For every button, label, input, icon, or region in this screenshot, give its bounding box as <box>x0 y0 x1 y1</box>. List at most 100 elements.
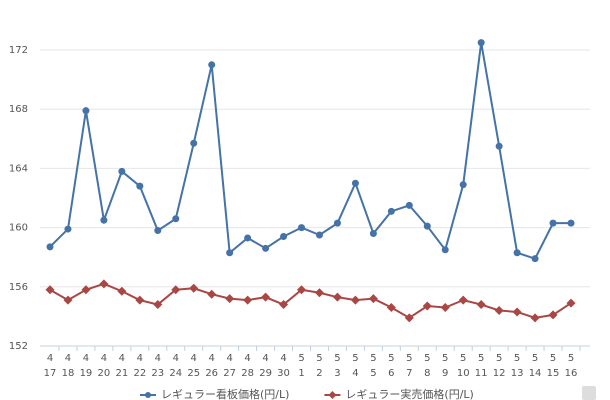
x-tick-label: 4 <box>101 353 107 364</box>
y-tick-label: 172 <box>9 45 28 56</box>
x-tick-label: 5 <box>550 353 556 364</box>
point <box>332 292 342 302</box>
x-tick-label: 4 <box>47 353 53 364</box>
x-tick-label: 28 <box>241 368 254 379</box>
point <box>368 294 378 304</box>
point <box>153 300 163 310</box>
point <box>422 301 432 311</box>
x-tick-label: 5 <box>460 353 466 364</box>
point <box>369 230 377 238</box>
x-tick-label: 8 <box>424 368 430 379</box>
x-tick-label: 21 <box>115 368 128 379</box>
x-tick-label: 15 <box>547 368 560 379</box>
point <box>351 179 359 187</box>
point <box>333 219 341 227</box>
point <box>512 307 522 317</box>
x-tick-label: 25 <box>187 368 200 379</box>
x-tick-label: 4 <box>83 353 89 364</box>
point <box>328 391 337 399</box>
point <box>404 313 414 323</box>
x-tick-label: 5 <box>316 353 322 364</box>
point <box>280 232 288 240</box>
corner-icon <box>582 386 596 400</box>
x-tick-label: 5 <box>568 353 574 364</box>
point <box>172 215 180 223</box>
x-tick-label: 5 <box>442 353 448 364</box>
point <box>64 225 72 233</box>
point <box>513 249 521 257</box>
x-tick-label: 5 <box>352 353 358 364</box>
x-tick-label: 9 <box>442 368 448 379</box>
x-tick-label: 4 <box>262 353 268 364</box>
point <box>100 216 108 224</box>
y-tick-label: 156 <box>9 282 28 293</box>
y-tick-label: 168 <box>9 104 28 115</box>
point <box>530 313 540 323</box>
point <box>207 289 217 299</box>
x-tick-label: 4 <box>226 353 232 364</box>
x-tick-label: 4 <box>280 353 286 364</box>
x-tick-label: 27 <box>223 368 236 379</box>
point <box>45 285 55 295</box>
point <box>315 231 323 239</box>
x-tick-label: 4 <box>173 353 179 364</box>
x-tick-label: 5 <box>370 353 376 364</box>
x-tick-label: 14 <box>529 368 542 379</box>
point <box>477 39 485 47</box>
y-tick-label: 152 <box>9 341 28 352</box>
point <box>99 279 109 289</box>
x-tick-label: 4 <box>352 368 358 379</box>
x-tick-label: 5 <box>388 353 394 364</box>
point <box>476 300 486 310</box>
x-tick-label: 19 <box>80 368 93 379</box>
x-tick-label: 23 <box>151 368 164 379</box>
point <box>495 142 503 150</box>
x-tick-label: 4 <box>244 353 250 364</box>
point <box>423 222 431 230</box>
point <box>46 243 54 251</box>
x-tick-label: 5 <box>406 353 412 364</box>
point <box>386 303 396 313</box>
point <box>566 298 576 308</box>
point <box>531 255 539 263</box>
point <box>135 295 145 305</box>
x-tick-label: 5 <box>514 353 520 364</box>
x-tick-label: 5 <box>298 353 304 364</box>
x-tick-label: 1 <box>298 368 304 379</box>
point <box>387 207 395 215</box>
x-tick-label: 6 <box>388 368 394 379</box>
x-tick-label: 4 <box>209 353 215 364</box>
x-tick-label: 2 <box>316 368 322 379</box>
point <box>350 295 360 305</box>
x-tick-label: 10 <box>457 368 470 379</box>
point <box>567 219 575 227</box>
point <box>244 234 252 242</box>
point <box>458 295 468 305</box>
point <box>441 246 449 254</box>
point <box>118 167 126 175</box>
point <box>225 294 235 304</box>
x-tick-label: 3 <box>334 368 340 379</box>
y-tick-label: 160 <box>9 223 28 234</box>
point <box>117 286 127 296</box>
x-tick-label: 4 <box>65 353 71 364</box>
x-tick-label: 30 <box>277 368 290 379</box>
x-tick-label: 22 <box>133 368 146 379</box>
x-tick-label: 4 <box>119 353 125 364</box>
point <box>243 295 253 305</box>
line <box>49 42 571 260</box>
legend-label: レギュラー看板価格(円/L) <box>161 387 289 400</box>
x-tick-label: 12 <box>493 368 506 379</box>
point <box>548 310 558 320</box>
x-tick-label: 18 <box>62 368 75 379</box>
point <box>440 303 450 313</box>
point <box>145 392 151 398</box>
legend-label: レギュラー実売価格(円/L) <box>345 387 473 400</box>
x-tick-label: 11 <box>475 368 488 379</box>
x-tick-label: 24 <box>169 368 182 379</box>
x-tick-label: 5 <box>532 353 538 364</box>
x-tick-label: 5 <box>334 353 340 364</box>
point <box>298 224 306 232</box>
